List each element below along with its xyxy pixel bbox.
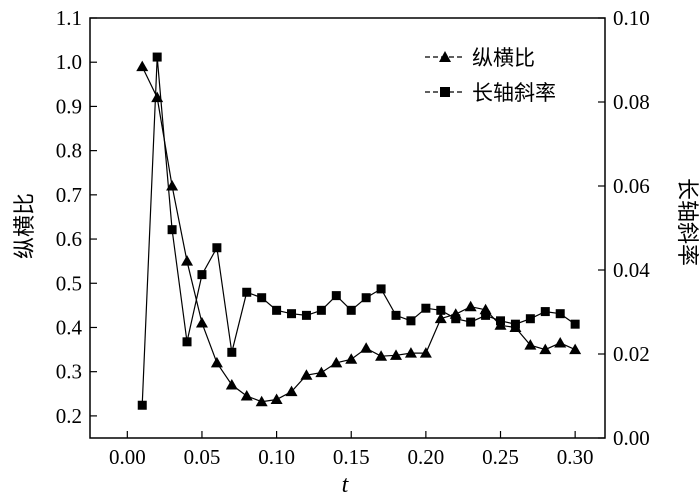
left-y-tick-label: 0.9	[56, 94, 82, 118]
data-point-square	[570, 319, 580, 329]
legend-label-aspect-ratio: 纵横比	[472, 46, 535, 70]
x-axis-title: t	[342, 472, 350, 498]
data-point-triangle	[345, 353, 358, 364]
data-point-square	[391, 310, 401, 320]
data-point-triangle	[270, 393, 283, 405]
series-line	[141, 57, 576, 406]
data-point-square	[227, 347, 237, 357]
left-y-tick-label: 1.1	[56, 6, 82, 30]
series-2	[137, 52, 580, 410]
data-point-triangle	[195, 317, 208, 328]
x-tick-label: 0.10	[258, 445, 295, 469]
data-point-triangle	[330, 356, 343, 368]
left-y-tick-label: 0.5	[56, 271, 82, 295]
data-point-triangle	[136, 60, 149, 72]
data-point-triangle	[524, 339, 537, 350]
x-tick-label: 0.00	[109, 445, 146, 469]
data-point-triangle	[360, 342, 373, 353]
right-y-axis-title: 长轴斜率	[674, 178, 699, 266]
right-y-tick-label: 0.02	[613, 342, 650, 366]
data-point-triangle	[375, 350, 388, 361]
data-point-square	[376, 284, 386, 294]
right-y-tick-label: 0.04	[613, 258, 650, 282]
left-y-tick-label: 0.6	[56, 227, 82, 251]
plot-frame	[89, 17, 606, 439]
data-point-square	[212, 243, 222, 253]
right-y-tick-label: 0.00	[613, 426, 650, 450]
data-point-triangle	[151, 91, 164, 103]
data-point-square	[167, 225, 177, 235]
data-point-triangle	[464, 300, 477, 312]
data-point-triangle	[539, 343, 552, 355]
data-point-triangle	[210, 356, 223, 368]
legend-triangle-icon	[439, 51, 451, 62]
data-point-square	[540, 307, 550, 317]
data-point-triangle	[569, 343, 582, 355]
data-point-square	[182, 337, 192, 347]
data-point-square	[272, 305, 282, 315]
right-y-tick-label: 0.10	[613, 6, 650, 30]
data-point-square	[242, 287, 252, 297]
x-tick-label: 0.05	[184, 445, 221, 469]
data-point-square	[197, 270, 207, 280]
right-y-tick-label: 0.08	[613, 90, 650, 114]
data-point-square	[481, 310, 491, 320]
x-axis-ticks: 0.00 0.05 0.10 0.15 0.20 0.25 0.30	[109, 431, 594, 469]
data-point-square	[331, 291, 341, 301]
data-point-square	[510, 319, 520, 329]
data-point-triangle	[315, 366, 328, 378]
left-y-tick-label: 1.0	[56, 50, 82, 74]
data-point-square	[137, 400, 147, 410]
data-point-triangle	[419, 347, 432, 358]
data-point-triangle	[390, 349, 403, 360]
data-point-square	[301, 310, 311, 320]
data-point-triangle	[166, 180, 179, 191]
data-point-triangle	[240, 390, 253, 401]
data-point-square	[346, 305, 356, 315]
series-line	[141, 66, 576, 403]
data-point-square	[421, 303, 431, 313]
x-tick-label: 0.30	[557, 445, 594, 469]
left-y-tick-label: 0.7	[56, 183, 82, 207]
left-y-tick-label: 0.4	[56, 315, 83, 339]
legend: 纵横比 长轴斜率	[425, 46, 556, 105]
series-1	[136, 60, 582, 407]
data-point-square	[152, 52, 162, 62]
data-point-triangle	[434, 312, 447, 324]
data-point-square	[466, 317, 476, 327]
left-y-tick-label: 0.3	[56, 360, 82, 384]
x-tick-label: 0.25	[482, 445, 519, 469]
data-point-square	[406, 316, 416, 326]
x-tick-label: 0.20	[407, 445, 444, 469]
legend-square-icon	[440, 87, 450, 97]
data-point-triangle	[255, 395, 268, 407]
left-y-axis-ticks: 0.2 0.3 0.4 0.5 0.6 0.7 0.8 0.9 1.0 1.1	[56, 6, 97, 428]
data-point-square	[316, 305, 326, 315]
data-point-square	[436, 305, 446, 315]
data-point-triangle	[554, 336, 567, 348]
data-point-square	[257, 293, 267, 303]
left-y-axis-title: 纵横比	[13, 193, 38, 259]
data-point-triangle	[181, 255, 194, 266]
series-layer	[136, 52, 582, 410]
data-point-triangle	[404, 347, 417, 358]
data-point-triangle	[225, 378, 238, 390]
data-point-square	[451, 314, 461, 324]
data-point-square	[555, 309, 565, 319]
data-point-square	[496, 316, 506, 326]
left-y-tick-label: 0.2	[56, 404, 82, 428]
data-point-square	[361, 293, 371, 303]
data-point-triangle	[285, 385, 298, 397]
data-point-square	[525, 314, 535, 324]
data-point-triangle	[300, 369, 313, 380]
left-y-tick-label: 0.8	[56, 139, 82, 163]
x-tick-label: 0.15	[333, 445, 370, 469]
right-y-axis-ticks: 0.00 0.02 0.04 0.06 0.08 0.10	[598, 6, 650, 450]
right-y-tick-label: 0.06	[613, 174, 650, 198]
legend-label-slope: 长轴斜率	[472, 81, 556, 105]
data-point-square	[287, 309, 297, 319]
